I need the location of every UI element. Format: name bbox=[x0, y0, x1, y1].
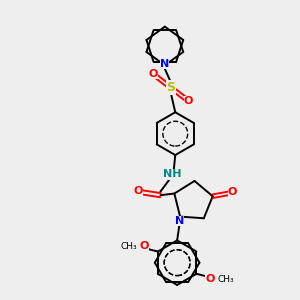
Text: N: N bbox=[160, 59, 170, 69]
Text: O: O bbox=[205, 274, 214, 284]
Text: N: N bbox=[175, 216, 184, 226]
Text: CH₃: CH₃ bbox=[218, 275, 235, 284]
Text: S: S bbox=[166, 81, 175, 94]
Text: NH: NH bbox=[163, 169, 182, 179]
Text: O: O bbox=[184, 96, 193, 106]
Text: O: O bbox=[134, 186, 143, 196]
Text: CH₃: CH₃ bbox=[120, 242, 137, 251]
Text: O: O bbox=[139, 242, 148, 251]
Text: O: O bbox=[148, 69, 158, 79]
Text: O: O bbox=[228, 187, 237, 197]
